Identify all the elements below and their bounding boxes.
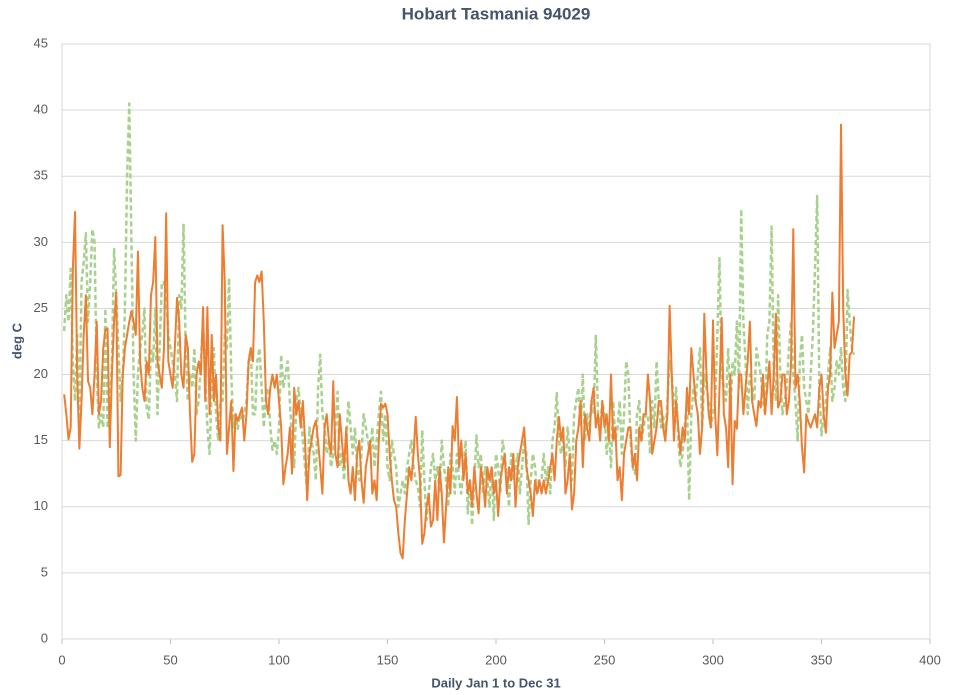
x-axis-label: Daily Jan 1 to Dec 31 (431, 675, 560, 690)
x-tick-label: 250 (594, 652, 616, 667)
y-tick-label: 30 (34, 234, 48, 249)
x-tick-label: 150 (377, 652, 399, 667)
y-tick-label: 15 (34, 432, 48, 447)
y-tick-label: 5 (41, 564, 48, 579)
x-tick-label: 200 (485, 652, 507, 667)
x-tick-label: 50 (163, 652, 177, 667)
x-tick-label: 400 (919, 652, 941, 667)
y-tick-label: 10 (34, 498, 48, 513)
y-axis-label: deg C (9, 322, 24, 359)
chart-title: Hobart Tasmania 94029 (402, 4, 591, 23)
y-tick-label: 20 (34, 366, 48, 381)
y-tick-label: 35 (34, 168, 48, 183)
x-tick-label: 100 (268, 652, 290, 667)
y-tick-label: 45 (34, 35, 48, 50)
x-tick-label: 350 (811, 652, 833, 667)
x-tick-label: 300 (702, 652, 724, 667)
y-tick-label: 0 (41, 630, 48, 645)
x-tick-label: 0 (58, 652, 65, 667)
y-tick-label: 40 (34, 102, 48, 117)
plot-border (61, 43, 931, 640)
y-tick-label: 25 (34, 300, 48, 315)
series-line (63, 123, 856, 560)
